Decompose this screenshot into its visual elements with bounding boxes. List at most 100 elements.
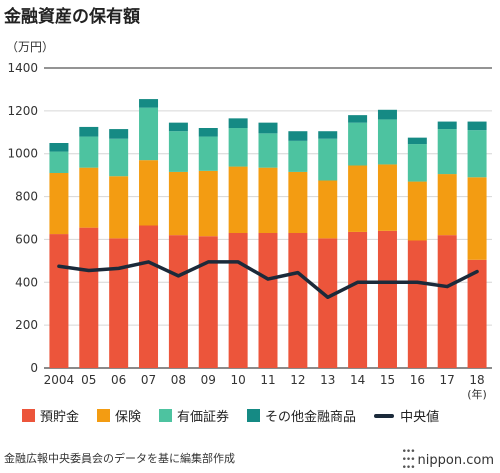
bar-segment xyxy=(79,167,99,228)
bar-segment xyxy=(258,167,278,233)
x-tick-label: 10 xyxy=(230,373,245,387)
bar-segment xyxy=(168,131,188,172)
bar-segment xyxy=(228,128,248,167)
bar-segment xyxy=(258,233,278,368)
bar-segment xyxy=(198,128,218,137)
bar-segment xyxy=(49,151,69,173)
bar-segment xyxy=(318,131,338,139)
bar-segment xyxy=(168,235,188,368)
bar-segment xyxy=(467,121,487,131)
stacked-bar-chart: 0 200 400 600 800 1000 1200 1400 2004 05 06 07 08 09… xyxy=(7,61,492,400)
bar-segment xyxy=(377,164,397,231)
bar-segment xyxy=(109,238,129,368)
bar-segment xyxy=(437,121,457,130)
legend-swatch xyxy=(159,409,173,422)
bar-segment xyxy=(139,107,159,161)
median-line-path xyxy=(57,260,479,300)
x-axis-suffix: (年) xyxy=(467,387,487,400)
x-tick-label: 2004 xyxy=(44,373,75,387)
x-tick-label: 11 xyxy=(260,373,275,387)
bar-segment xyxy=(407,144,427,182)
median-line xyxy=(57,260,479,300)
bar-segment xyxy=(348,115,368,123)
bar-segment xyxy=(348,165,368,232)
bar-segment xyxy=(139,225,159,368)
x-tick-label: 13 xyxy=(320,373,335,387)
bar-segment xyxy=(288,131,308,141)
bar-segment xyxy=(467,130,487,178)
legend-label: その他金融商品 xyxy=(265,410,357,425)
bar-segment xyxy=(437,174,457,236)
legend-item: その他金融商品 xyxy=(247,406,356,425)
bar-segment xyxy=(228,118,248,128)
legend: 預貯金 保険 有価証券 その他金融商品 中央値 xyxy=(22,406,457,425)
y-tick-label: 800 xyxy=(15,190,38,204)
x-tick-label: 06 xyxy=(111,373,126,387)
bar-segment xyxy=(198,136,218,171)
y-axis-unit: （万円） xyxy=(6,40,55,54)
bar-segment xyxy=(348,231,368,368)
bar-segment xyxy=(318,180,338,239)
y-tick-label: 0 xyxy=(30,361,38,375)
bar-segment xyxy=(198,236,218,368)
bar-segment xyxy=(49,143,69,152)
brand-name: nippon.com xyxy=(417,452,494,468)
bar-segment xyxy=(139,160,159,226)
bar-segment xyxy=(377,109,397,120)
y-tick-label: 1000 xyxy=(7,147,38,161)
bar-segment xyxy=(139,99,159,108)
bar-segment xyxy=(79,126,99,137)
legend-label: 有価証券 xyxy=(177,410,230,425)
bar-segment xyxy=(407,137,427,145)
bar-segment xyxy=(377,230,397,368)
bar-segment xyxy=(437,129,457,175)
x-tick-label: 18 xyxy=(469,373,484,387)
bar-segment xyxy=(258,133,278,168)
bar-segment xyxy=(109,129,129,139)
brand-logo: ••• ••• ••• nippon.com xyxy=(401,447,494,473)
bar-segment xyxy=(198,170,218,237)
bar-segment xyxy=(79,136,99,168)
x-tick-label: 16 xyxy=(410,373,425,387)
bar-segment xyxy=(79,227,99,368)
y-tick-label: 1200 xyxy=(7,104,38,118)
bar-segment xyxy=(288,140,308,172)
x-tick-labels: 2004 05 06 07 08 09 10 11 12 13 14 15 16 17 18(年) xyxy=(44,373,487,400)
legend-swatch xyxy=(247,409,261,422)
bar-segment xyxy=(258,122,278,134)
y-tick-label: 400 xyxy=(15,275,38,289)
legend-label: 預貯金 xyxy=(40,410,80,425)
x-tick-label: 08 xyxy=(171,373,186,387)
y-tick-labels: 0 200 400 600 800 1000 1200 1400 xyxy=(7,61,38,375)
x-tick-label: 15 xyxy=(380,373,395,387)
bar-segment xyxy=(467,177,487,260)
bar-segment xyxy=(168,122,188,132)
bar-segment xyxy=(168,171,188,236)
legend-line-swatch xyxy=(374,413,395,418)
x-tick-label: 05 xyxy=(81,373,96,387)
bar-segment xyxy=(407,240,427,368)
brand-dots-icon: ••• ••• ••• xyxy=(401,447,416,473)
bar-segment xyxy=(467,259,487,368)
x-tick-label: 17 xyxy=(440,373,455,387)
bar-segment xyxy=(49,173,69,235)
y-tick-label: 200 xyxy=(15,318,38,332)
x-tick-label: 12 xyxy=(290,373,305,387)
x-tick-label: 07 xyxy=(141,373,156,387)
legend-item: 保険 xyxy=(97,406,141,425)
bar-segment xyxy=(318,238,338,368)
legend-swatch xyxy=(22,409,35,422)
bar-segment xyxy=(228,166,248,233)
legend-label: 保険 xyxy=(115,410,142,425)
legend-item: 中央値 xyxy=(374,406,439,425)
bar-segment xyxy=(288,171,308,233)
x-tick-label: 09 xyxy=(201,373,216,387)
bar-segment xyxy=(348,122,368,166)
bars xyxy=(49,99,487,368)
bar-segment xyxy=(437,235,457,368)
chart-title: 金融資産の保有額 xyxy=(4,7,140,27)
legend-item: 預貯金 xyxy=(22,406,79,425)
bar-segment xyxy=(288,233,308,368)
bar-segment xyxy=(228,233,248,368)
bar-segment xyxy=(318,138,338,181)
